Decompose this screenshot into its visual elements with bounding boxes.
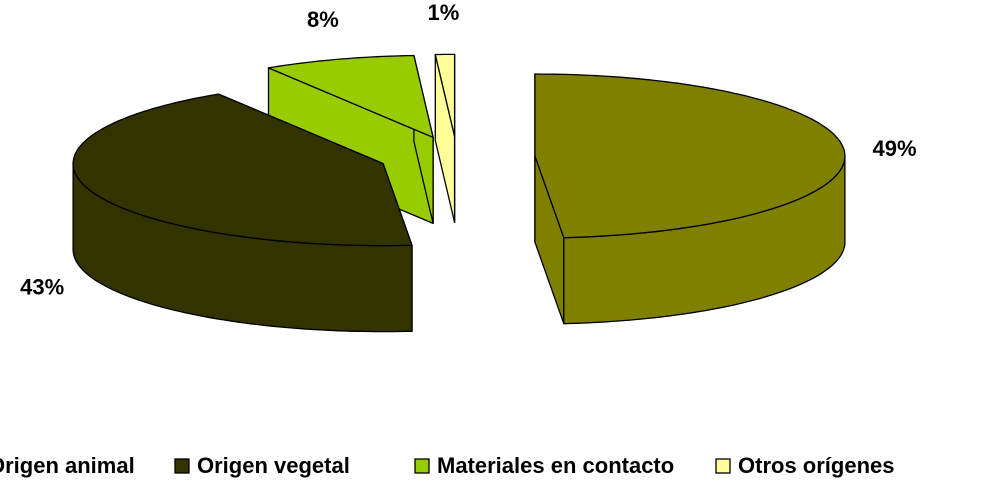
legend-label: Otros orígenes: [738, 453, 894, 478]
data-label: 1%: [427, 0, 459, 25]
legend-label: Origen vegetal: [197, 453, 350, 478]
data-label: 49%: [872, 136, 916, 161]
data-label: 8%: [307, 7, 339, 32]
slice-top: [434, 53, 456, 138]
legend-marker: [414, 458, 430, 474]
pie-slice: [534, 73, 846, 325]
pie-slice: [72, 93, 413, 333]
slice-top: [267, 54, 434, 139]
legend-marker: [715, 458, 731, 474]
slice-top: [534, 73, 846, 239]
pie-slice: [434, 53, 456, 224]
legend-marker: [174, 458, 190, 474]
data-label: 43%: [20, 275, 64, 300]
legend-label: Materiales en contacto: [437, 453, 674, 478]
slice-top: [72, 93, 413, 247]
legend-label: Origen animal: [0, 453, 135, 478]
pie-slice: [267, 54, 434, 225]
